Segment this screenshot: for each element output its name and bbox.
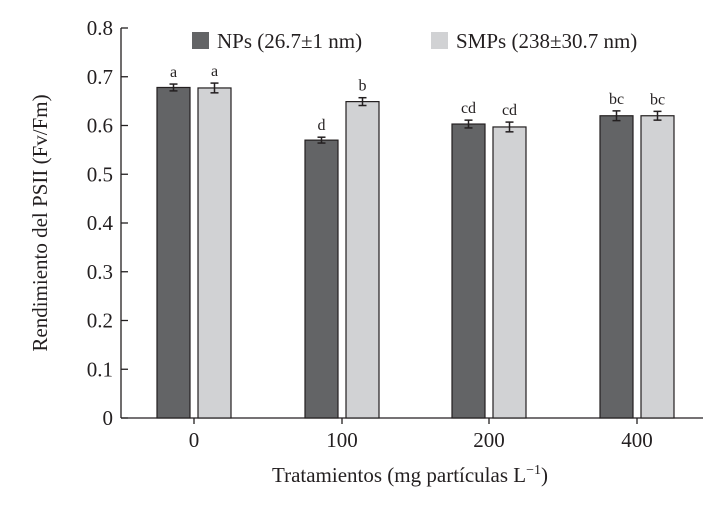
y-tick-label: 0.3 — [87, 260, 113, 284]
significance-label: b — [359, 78, 367, 95]
significance-label: bc — [650, 91, 665, 108]
x-tick-label: 200 — [473, 428, 505, 452]
y-tick-label: 0.1 — [87, 357, 113, 381]
y-tick-label: 0.6 — [87, 114, 113, 138]
legend: NPs (26.7±1 nm) SMPs (238±30.7 nm) — [192, 29, 637, 53]
legend-label-smps: SMPs (238±30.7 nm) — [456, 29, 637, 53]
x-ticks: 0 100 200 400 — [189, 418, 653, 452]
y-axis-title: Rendimiento del PSII (Fv/Fm) — [28, 94, 52, 351]
significance-label: cd — [461, 100, 476, 117]
bar-nps-200 — [451, 123, 486, 419]
legend-swatch-nps — [192, 32, 209, 49]
bar-smps-100 — [345, 101, 380, 419]
y-tick-label: 0.4 — [87, 211, 114, 235]
significance-label: a — [170, 64, 177, 81]
bar-nps-400 — [599, 115, 634, 419]
x-axis-title-close: ) — [541, 463, 548, 487]
bar-smps-400 — [640, 115, 675, 419]
significance-label: d — [318, 117, 326, 134]
y-tick-label: 0.7 — [87, 65, 113, 89]
bar-smps-0 — [197, 87, 232, 419]
y-tick-label: 0.5 — [87, 162, 113, 186]
significance-label: bc — [609, 91, 624, 108]
legend-label-nps: NPs (26.7±1 nm) — [217, 29, 362, 53]
bar-nps-0 — [156, 86, 191, 419]
x-axis-title: Tratamientos (mg partículas L−1) — [272, 463, 548, 487]
y-tick-label: 0.8 — [87, 16, 113, 40]
y-tick-label: 0.2 — [87, 309, 113, 333]
legend-swatch-smps — [431, 32, 448, 49]
bars: a a d b cd cd bc bc — [156, 63, 675, 419]
bar-smps-200 — [492, 126, 527, 419]
significance-label: cd — [502, 102, 517, 119]
x-axis-title-text: Tratamientos (mg partículas L — [272, 463, 526, 487]
x-tick-label: 400 — [621, 428, 653, 452]
x-tick-label: 100 — [326, 428, 358, 452]
x-tick-label: 0 — [189, 428, 200, 452]
bar-nps-100 — [304, 139, 339, 419]
y-ticks: 0 0.1 0.2 0.3 0.4 0.5 0.6 0.7 0.8 — [87, 16, 128, 430]
y-tick-label: 0 — [103, 406, 114, 430]
significance-label: a — [211, 63, 218, 80]
x-axis-title-superscript: −1 — [526, 463, 541, 478]
